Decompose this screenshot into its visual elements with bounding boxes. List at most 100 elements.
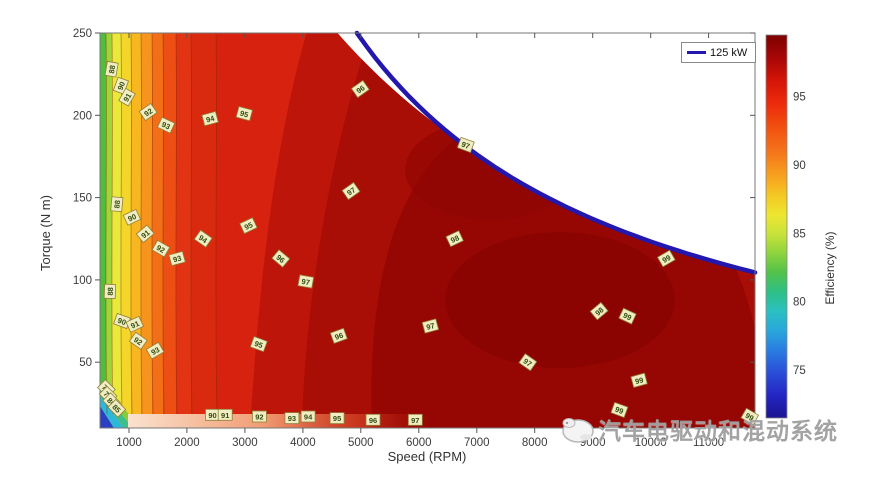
svg-text:90: 90 — [208, 411, 216, 420]
svg-text:93: 93 — [149, 345, 161, 357]
y-tick-label: 100 — [73, 275, 92, 287]
svg-text:91: 91 — [121, 92, 133, 104]
contour-label: 99 — [656, 249, 676, 268]
y-tick-label: 150 — [73, 193, 92, 205]
plot-border — [99, 32, 756, 429]
svg-text:90: 90 — [116, 316, 127, 327]
contour-label: 91 — [118, 87, 136, 107]
x-tick-label: 4000 — [290, 437, 316, 449]
contour-line — [130, 33, 133, 415]
efficiency-band — [176, 33, 191, 428]
y-tick-label: 250 — [73, 28, 92, 40]
watermark: 汽车电驱动和混动系统 — [556, 411, 838, 447]
y-tick-label: 50 — [79, 357, 92, 369]
contour-label: 97 — [518, 353, 538, 372]
contour-label: 85 — [107, 398, 127, 418]
contour-label: 96 — [350, 79, 370, 99]
svg-text:92: 92 — [155, 243, 167, 255]
svg-text:88: 88 — [106, 287, 115, 296]
contour-label: 97 — [421, 318, 440, 334]
svg-text:99: 99 — [634, 375, 644, 386]
contour-label: 88 — [110, 196, 124, 213]
svg-text:97: 97 — [345, 185, 357, 197]
svg-text:99: 99 — [661, 253, 673, 265]
svg-text:97: 97 — [460, 140, 471, 151]
x-tick-label: 11000 — [693, 437, 724, 449]
contour-label: 95 — [329, 412, 345, 425]
contour-label: 94 — [201, 110, 219, 127]
contour-label: 92 — [138, 102, 158, 122]
contour-line — [105, 33, 108, 415]
watermark-text: 汽车电驱动和混动系统 — [598, 418, 838, 444]
legend-box: 125 kW — [681, 42, 756, 63]
contour-label: 97 — [456, 136, 475, 153]
svg-text:99: 99 — [622, 311, 633, 323]
contour-line — [140, 33, 143, 415]
contour-label: 93 — [168, 250, 186, 267]
contour-label: 97 — [407, 413, 423, 426]
contour-label: 98 — [445, 230, 464, 248]
contour-label: 95 — [249, 336, 268, 353]
contour-label: 96 — [329, 327, 348, 344]
svg-text:92: 92 — [255, 413, 263, 422]
contour-label: 93 — [284, 412, 300, 425]
watermark-logo — [562, 418, 594, 443]
contour-label: 88 — [103, 283, 117, 300]
contour-label: 99 — [630, 372, 648, 388]
contour-label: 90 — [122, 208, 142, 226]
contour-label: 92 — [128, 331, 148, 350]
contour-label: 93 — [156, 116, 176, 134]
svg-text:96: 96 — [369, 416, 377, 425]
x-tick-label: 7000 — [464, 437, 490, 449]
svg-text:92: 92 — [142, 106, 154, 118]
svg-text:98: 98 — [449, 233, 460, 245]
efficiency-band — [163, 33, 176, 428]
contour-label: 91 — [217, 408, 233, 421]
contour-label: 99 — [610, 401, 629, 418]
svg-text:91: 91 — [221, 411, 229, 420]
axis-tick-labels: 1000 2000 3000 4000 5000 6000 7000 8000 9000 1000… — [73, 28, 806, 449]
colorbar-tick-label: 90 — [793, 160, 806, 172]
svg-text:95: 95 — [253, 339, 264, 350]
x-tick-label: 8000 — [522, 437, 548, 449]
y-tick-label: 200 — [73, 110, 92, 122]
contour-label: 91 — [125, 315, 145, 333]
contour-label: 99 — [618, 307, 637, 325]
efficiency-band — [112, 33, 121, 428]
bottom-light-strip — [128, 414, 430, 428]
svg-text:94: 94 — [304, 413, 313, 422]
legend-label: 125 kW — [710, 46, 748, 59]
contour-line — [162, 33, 165, 415]
contour-label: 97 — [297, 274, 315, 289]
contour-label: 92 — [251, 410, 267, 423]
efficiency-band — [152, 33, 163, 428]
contour-label: 92 — [151, 239, 171, 258]
colorbar — [765, 34, 788, 419]
efficiency-band — [191, 33, 216, 428]
x-tick-label: 2000 — [174, 437, 200, 449]
contour-label: 88 — [104, 60, 119, 78]
contour-label: 91 — [135, 224, 155, 244]
efficiency-band — [100, 33, 106, 428]
svg-text:97: 97 — [411, 416, 419, 425]
contour-fill-region — [100, 33, 755, 428]
svg-text:88: 88 — [107, 64, 117, 74]
svg-text:96: 96 — [355, 83, 367, 95]
y-axis-label: Torque (N m) — [38, 195, 53, 271]
colorbar-label: Efficiency (%) — [823, 231, 837, 305]
svg-text:97: 97 — [425, 321, 435, 332]
contour-label: 98 — [589, 301, 609, 321]
colorbar-tick-label: 75 — [793, 365, 806, 377]
legend-line-swatch — [687, 51, 706, 54]
contour-line — [215, 33, 218, 415]
contour-line — [190, 33, 193, 415]
svg-text:95: 95 — [333, 414, 341, 423]
svg-text:97: 97 — [522, 357, 534, 369]
contour-label: 95 — [235, 105, 253, 122]
x-axis-label: Speed (RPM) — [387, 449, 467, 464]
contour-label: 94 — [193, 229, 213, 248]
svg-text:96: 96 — [334, 331, 345, 342]
x-tick-label: 10000 — [635, 437, 667, 449]
